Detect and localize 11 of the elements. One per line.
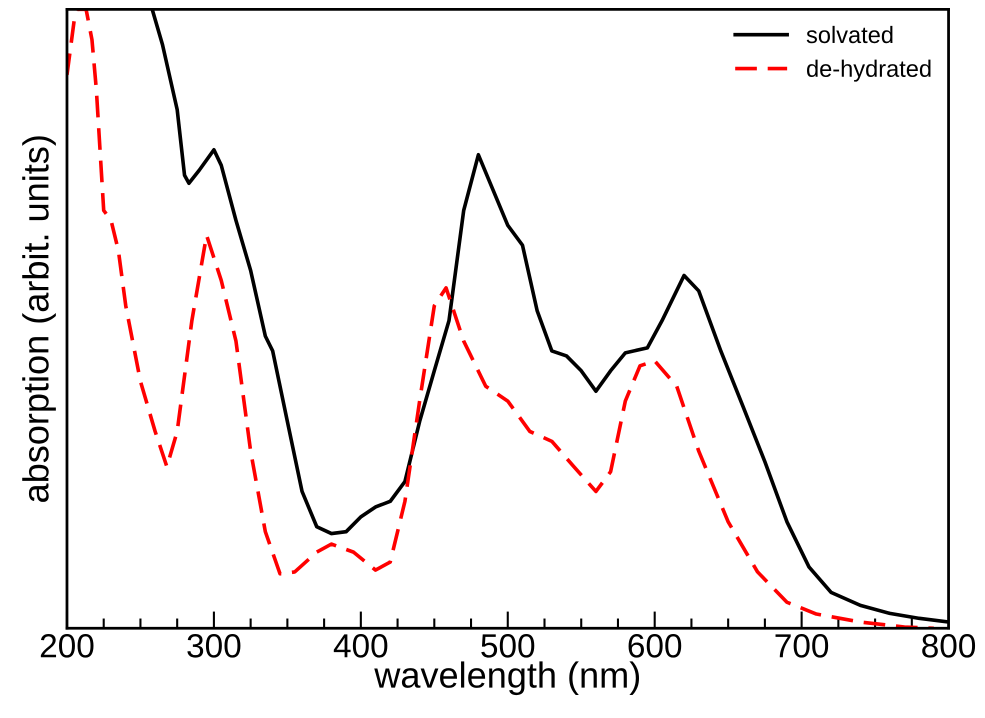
x-tick-label: 400: [334, 634, 388, 658]
x-axis-title: wavelength (nm): [374, 661, 640, 696]
x-tick-label: 500: [481, 634, 534, 658]
x-tick-label: 700: [776, 634, 828, 658]
y-axis-title: absorption (arbit. units): [22, 136, 56, 502]
x-tick-label: 600: [628, 634, 682, 658]
legend-label: de-hydrated: [807, 60, 931, 82]
x-tick-label: 300: [187, 634, 240, 658]
x-tick-label: 800: [922, 634, 976, 658]
x-tick-label: 200: [40, 634, 94, 658]
legend-label: solvated: [806, 26, 892, 44]
